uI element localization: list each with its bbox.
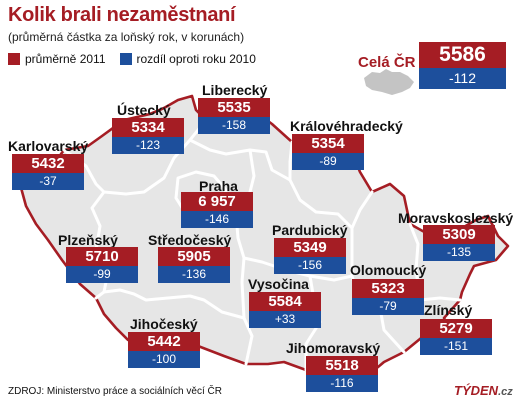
source-note: ZDROJ: Ministerstvo práce a sociálních v… [8, 386, 222, 397]
national-diff-value: -112 [419, 68, 506, 89]
brand-name: TÝDEN [454, 383, 499, 398]
region-name-plzensky: Plzeňský [58, 232, 118, 248]
brand-logo: TÝDEN.cz [454, 383, 513, 398]
region-box-praha: 6 957 -146 [181, 192, 253, 228]
region-box-kralovehradecky: 5354 -89 [292, 134, 364, 170]
region-diff-karlovarsky: -37 [12, 173, 84, 190]
region-name-zlinsky: Zlínský [424, 302, 473, 318]
region-avg-vysocina: 5584 [249, 292, 321, 311]
region-diff-olomoucky: -79 [352, 298, 424, 315]
region-name-pardubicky: Pardubický [272, 222, 348, 238]
region-box-liberecky: 5535 -158 [198, 98, 270, 134]
region-name-olomoucky: Olomoucký [350, 262, 427, 278]
region-box-pardubicky: 5349 -156 [274, 238, 346, 274]
region-avg-olomoucky: 5323 [352, 279, 424, 298]
chart-title: Kolik brali nezaměstnaní [8, 4, 236, 26]
region-diff-jihocesky: -100 [128, 351, 200, 368]
region-avg-jihocesky: 5442 [128, 332, 200, 351]
legend-avg-swatch [8, 53, 20, 65]
region-avg-stredocesky: 5905 [158, 247, 230, 266]
region-avg-praha: 6 957 [181, 192, 253, 211]
region-avg-moravskoslezsky: 5309 [423, 225, 495, 244]
legend: průměrně 2011 rozdíl oproti roku 2010 [8, 52, 256, 66]
region-avg-pardubicky: 5349 [274, 238, 346, 257]
region-diff-kralovehradecky: -89 [292, 153, 364, 170]
region-box-olomoucky: 5323 -79 [352, 279, 424, 315]
region-box-vysocina: 5584 +33 [249, 292, 321, 328]
region-name-moravskoslezsky: Moravskoslezský [398, 210, 514, 226]
national-label: Celá ČR [358, 54, 416, 71]
region-avg-kralovehradecky: 5354 [292, 134, 364, 153]
national-avg-value: 5586 [419, 42, 506, 68]
region-diff-jihomoravsky: -116 [306, 375, 378, 392]
region-name-ustecky: Ústecký [117, 102, 171, 118]
region-diff-praha: -146 [181, 211, 253, 228]
region-name-karlovarsky: Karlovarský [8, 138, 89, 154]
region-diff-ustecky: -123 [112, 137, 184, 154]
region-avg-zlinsky: 5279 [420, 319, 492, 338]
region-name-jihocesky: Jihočeský [130, 316, 198, 332]
region-box-zlinsky: 5279 -151 [420, 319, 492, 355]
region-name-stredocesky: Středočeský [148, 232, 232, 248]
legend-diff-swatch [119, 53, 132, 65]
brand-suffix: .cz [498, 386, 513, 398]
chart-subtitle: (průměrná částka za loňský rok, v koruná… [8, 30, 245, 44]
region-diff-zlinsky: -151 [420, 338, 492, 355]
region-box-jihocesky: 5442 -100 [128, 332, 200, 368]
region-name-praha: Praha [199, 178, 238, 194]
region-name-kralovehradecky: Královéhradecký [290, 118, 403, 134]
region-avg-karlovarsky: 5432 [12, 154, 84, 173]
region-box-stredocesky: 5905 -136 [158, 247, 230, 283]
czech-minimap-icon [364, 69, 414, 95]
region-diff-liberecky: -158 [198, 117, 270, 134]
region-box-plzensky: 5710 -99 [66, 247, 138, 283]
national-value-box: 5586 -112 [419, 42, 506, 89]
region-avg-ustecky: 5334 [112, 118, 184, 137]
region-box-ustecky: 5334 -123 [112, 118, 184, 154]
region-avg-jihomoravsky: 5518 [306, 356, 378, 375]
region-name-vysocina: Vysočina [248, 276, 309, 292]
region-box-moravskoslezsky: 5309 -135 [423, 225, 495, 261]
region-box-jihomoravsky: 5518 -116 [306, 356, 378, 392]
region-diff-moravskoslezsky: -135 [423, 244, 495, 261]
region-box-karlovarsky: 5432 -37 [12, 154, 84, 190]
region-avg-plzensky: 5710 [66, 247, 138, 266]
region-diff-pardubicky: -156 [274, 257, 346, 274]
region-diff-plzensky: -99 [66, 266, 138, 283]
region-name-jihomoravsky: Jihomoravský [286, 340, 381, 356]
region-avg-liberecky: 5535 [198, 98, 270, 117]
legend-diff-label: rozdíl oproti roku 2010 [136, 52, 256, 66]
region-diff-vysocina: +33 [249, 311, 321, 328]
legend-avg-label: průměrně 2011 [25, 52, 106, 66]
region-diff-stredocesky: -136 [158, 266, 230, 283]
region-name-liberecky: Liberecký [202, 82, 268, 98]
